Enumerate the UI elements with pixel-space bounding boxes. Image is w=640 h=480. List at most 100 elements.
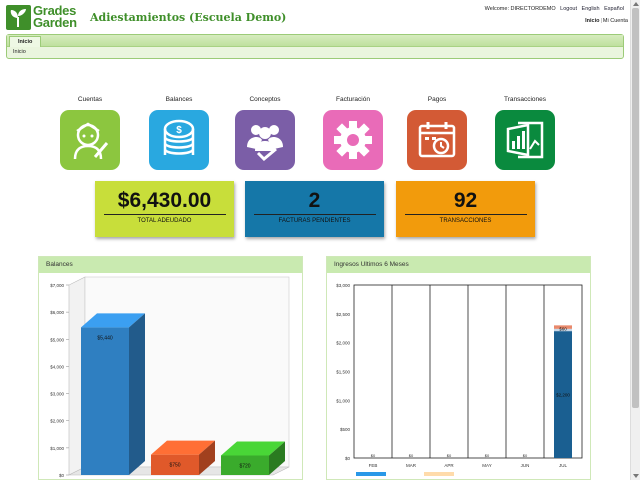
- stat-label: TOTAL ADEUDADO: [137, 218, 192, 224]
- scroll-down-icon[interactable]: [633, 474, 639, 478]
- y-tick-label: $7,000: [50, 283, 64, 288]
- y-tick-label: $3,000: [336, 283, 350, 288]
- tile-facturacion[interactable]: Facturación: [322, 96, 384, 170]
- income-bar-segment: [554, 325, 572, 329]
- y-tick-label: $2,500: [336, 312, 350, 317]
- tile-conceptos[interactable]: Conceptos: [234, 96, 296, 170]
- main-nav: Inicio Inicio: [6, 34, 624, 59]
- balance-bar-top: [81, 313, 145, 328]
- stat-divider: [253, 214, 376, 215]
- tile-label: Pagos: [427, 96, 447, 103]
- group-check-icon[interactable]: [235, 110, 295, 170]
- x-tick-label: APR: [444, 463, 454, 468]
- y-tick-label: $6,000: [50, 310, 64, 315]
- stat-label: TRANSACCIONES: [439, 218, 492, 224]
- income-data-label: $0: [485, 453, 490, 458]
- panel-title: Balances: [39, 257, 302, 273]
- tile-label: Facturación: [336, 96, 370, 103]
- user-links: Inicio|Mi Cuenta: [585, 18, 628, 24]
- balance-bar-top: [221, 441, 285, 456]
- tile-label: Balances: [165, 96, 193, 103]
- stat-label: FACTURAS PENDIENTES: [278, 218, 351, 224]
- x-tick-label: MAR: [406, 463, 417, 468]
- y-tick-label: $4,000: [50, 364, 64, 369]
- balance-bar-side: [129, 313, 145, 475]
- balance-bar-top: [151, 440, 215, 455]
- ingresos-chart: $0 $500 $1,000 $1,500 $2,000 $2,500 $3,000 FEB $…: [336, 283, 583, 476]
- tile-label: Transacciones: [503, 96, 547, 103]
- school-title: Adiestamientos (Escuela Demo): [90, 11, 287, 24]
- legend-swatch: [356, 472, 386, 476]
- welcome-text: Welcome: DIRECTORDEMO: [484, 6, 556, 12]
- stat-divider: [103, 214, 226, 215]
- y-tick-label: $1,000: [50, 446, 64, 451]
- stat-total-adeudado: $6,430.00 TOTAL ADEUDADO: [95, 181, 234, 237]
- top-links: Welcome: DIRECTORDEMO Logout English Esp…: [482, 6, 624, 12]
- inicio-link[interactable]: Inicio: [585, 18, 600, 24]
- student-icon[interactable]: [60, 110, 120, 170]
- link-separator: |: [600, 18, 602, 24]
- y-tick-label: $0: [59, 473, 65, 478]
- coins-icon[interactable]: $: [149, 110, 209, 170]
- balance-bar-side: [199, 440, 215, 475]
- balances-panel: Balances $0 $1,000 $2,000 $3,000 $4,000 $5,00…: [38, 256, 303, 480]
- legend-swatch: [424, 472, 454, 476]
- x-tick-label: JUN: [521, 463, 530, 468]
- x-tick-label: MAY: [482, 463, 491, 468]
- balance-bar: [221, 455, 269, 475]
- chart-doc-icon[interactable]: [495, 110, 555, 170]
- balance-bar: [81, 327, 129, 475]
- x-tick-label: JUL: [559, 463, 567, 468]
- tab-inicio[interactable]: Inicio: [9, 36, 42, 47]
- income-bar-segment: [554, 331, 572, 458]
- stat-facturas-pendientes: 2 FACTURAS PENDIENTES: [245, 181, 384, 237]
- ingresos-panel: Ingresos Ultimos 6 Meses $0 $500 $1,000 $1,…: [326, 256, 591, 480]
- balance-data-label: $750: [169, 463, 180, 469]
- logout-link[interactable]: Logout: [560, 6, 577, 12]
- balance-bar-side: [269, 441, 285, 475]
- stat-value: 92: [453, 189, 478, 212]
- y-tick-label: $1,500: [336, 370, 350, 375]
- stat-transacciones: 92 TRANSACCIONES: [396, 181, 535, 237]
- y-tick-label: $0: [345, 456, 351, 461]
- tile-pagos[interactable]: Pagos: [406, 96, 468, 170]
- tile-transacciones[interactable]: Transacciones: [494, 96, 556, 170]
- tile-label: Conceptos: [249, 96, 281, 103]
- stat-value: $6,430.00: [117, 189, 212, 212]
- income-data-label: $0: [523, 453, 528, 458]
- balance-data-label: $5,440: [97, 335, 113, 341]
- english-link[interactable]: English: [581, 6, 600, 12]
- espanol-link[interactable]: Español: [604, 6, 624, 12]
- balance-data-label: $720: [239, 463, 250, 469]
- y-tick-label: $1,000: [336, 398, 350, 403]
- grades-garden-logo[interactable]: Grades Garden: [6, 3, 86, 31]
- logo-line2: Garden: [33, 15, 77, 30]
- balance-bar: [151, 454, 199, 475]
- scroll-thumb[interactable]: [632, 8, 639, 408]
- tile-balances[interactable]: Balances $: [148, 96, 210, 170]
- y-tick-label: $2,000: [50, 419, 64, 424]
- tile-label: Cuentas: [77, 96, 103, 103]
- sprout-logo-icon: [6, 5, 31, 30]
- y-tick-label: $5,000: [50, 337, 64, 342]
- scroll-up-icon[interactable]: [633, 2, 639, 6]
- nav-tab-bar: [7, 35, 623, 47]
- income-data-label: $2,200: [556, 393, 570, 398]
- page-scrollbar[interactable]: [630, 0, 640, 480]
- calendar-clock-icon[interactable]: [407, 110, 467, 170]
- gear-icon[interactable]: [323, 110, 383, 170]
- income-data-label: $0: [371, 453, 376, 458]
- y-tick-label: $3,000: [50, 392, 64, 397]
- income-top-label: $60: [559, 326, 567, 331]
- y-tick-label: $500: [340, 427, 351, 432]
- y-tick-label: $2,000: [336, 341, 350, 346]
- logo-line1: Grades: [33, 3, 77, 18]
- x-tick-label: FEB: [369, 463, 378, 468]
- mi-cuenta-link[interactable]: Mi Cuenta: [602, 18, 628, 24]
- stat-divider: [404, 214, 527, 215]
- tile-cuentas[interactable]: Cuentas: [59, 96, 121, 170]
- subnav-inicio[interactable]: Inicio: [13, 49, 26, 55]
- stat-value: 2: [308, 189, 321, 212]
- income-bar-segment: [554, 328, 572, 332]
- balances-chart: $0 $1,000 $2,000 $3,000 $4,000 $5,000 $6,000 $7…: [50, 276, 290, 478]
